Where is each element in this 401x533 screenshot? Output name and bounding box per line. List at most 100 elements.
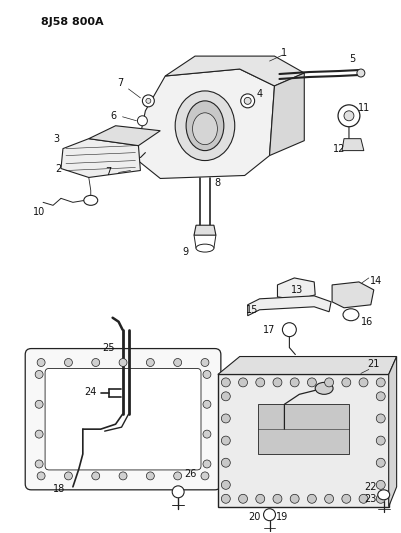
Ellipse shape xyxy=(376,480,385,489)
Ellipse shape xyxy=(282,322,296,337)
Ellipse shape xyxy=(65,472,73,480)
Text: 1: 1 xyxy=(282,48,288,58)
Ellipse shape xyxy=(221,436,230,445)
Ellipse shape xyxy=(376,378,385,387)
Text: 4: 4 xyxy=(257,89,263,99)
Ellipse shape xyxy=(315,382,333,394)
Ellipse shape xyxy=(37,472,45,480)
Ellipse shape xyxy=(203,400,211,408)
Text: 10: 10 xyxy=(33,207,45,217)
Text: 7: 7 xyxy=(105,167,112,177)
Ellipse shape xyxy=(221,494,230,503)
Polygon shape xyxy=(165,56,304,86)
Ellipse shape xyxy=(273,494,282,503)
Ellipse shape xyxy=(378,490,390,500)
Polygon shape xyxy=(194,225,216,235)
Ellipse shape xyxy=(221,414,230,423)
Ellipse shape xyxy=(119,472,127,480)
Ellipse shape xyxy=(256,378,265,387)
Ellipse shape xyxy=(338,105,360,127)
Ellipse shape xyxy=(203,370,211,378)
Polygon shape xyxy=(61,139,140,177)
Ellipse shape xyxy=(146,472,154,480)
Text: 7: 7 xyxy=(117,78,124,88)
Ellipse shape xyxy=(263,508,275,521)
Ellipse shape xyxy=(174,359,182,367)
Ellipse shape xyxy=(290,494,299,503)
Ellipse shape xyxy=(35,430,43,438)
Ellipse shape xyxy=(376,436,385,445)
Text: 18: 18 xyxy=(53,484,65,494)
Ellipse shape xyxy=(244,98,251,104)
Ellipse shape xyxy=(186,101,224,151)
Ellipse shape xyxy=(65,359,73,367)
Ellipse shape xyxy=(308,494,316,503)
Text: 26: 26 xyxy=(184,469,196,479)
Text: 11: 11 xyxy=(358,103,370,113)
Ellipse shape xyxy=(203,460,211,468)
Polygon shape xyxy=(342,139,364,151)
Text: 21: 21 xyxy=(368,359,380,369)
Ellipse shape xyxy=(376,458,385,467)
Text: 8J58 800A: 8J58 800A xyxy=(41,17,104,27)
Polygon shape xyxy=(136,69,274,179)
Text: 14: 14 xyxy=(370,276,382,286)
Ellipse shape xyxy=(201,359,209,367)
Ellipse shape xyxy=(221,458,230,467)
Ellipse shape xyxy=(376,414,385,423)
Polygon shape xyxy=(89,126,160,146)
Ellipse shape xyxy=(241,94,255,108)
Ellipse shape xyxy=(342,378,351,387)
Ellipse shape xyxy=(325,494,334,503)
Text: 23: 23 xyxy=(365,494,377,504)
FancyBboxPatch shape xyxy=(45,368,201,470)
Text: 13: 13 xyxy=(291,285,304,295)
Ellipse shape xyxy=(175,91,235,160)
Text: 5: 5 xyxy=(349,54,355,64)
Polygon shape xyxy=(218,375,389,507)
Ellipse shape xyxy=(196,244,214,252)
Ellipse shape xyxy=(146,99,151,103)
Ellipse shape xyxy=(308,378,316,387)
Text: 19: 19 xyxy=(276,512,289,522)
Ellipse shape xyxy=(290,378,299,387)
Ellipse shape xyxy=(343,309,359,321)
Ellipse shape xyxy=(92,359,100,367)
Text: 16: 16 xyxy=(361,317,373,327)
Text: 20: 20 xyxy=(249,512,261,522)
Ellipse shape xyxy=(256,494,265,503)
Ellipse shape xyxy=(174,472,182,480)
Text: 25: 25 xyxy=(102,343,115,352)
Ellipse shape xyxy=(37,359,45,367)
Ellipse shape xyxy=(359,494,368,503)
Ellipse shape xyxy=(221,392,230,401)
Ellipse shape xyxy=(35,370,43,378)
Ellipse shape xyxy=(344,111,354,121)
Ellipse shape xyxy=(357,69,365,77)
Polygon shape xyxy=(269,73,304,156)
Text: 24: 24 xyxy=(85,387,97,397)
Polygon shape xyxy=(389,357,397,507)
Ellipse shape xyxy=(239,378,247,387)
Ellipse shape xyxy=(84,196,98,205)
Ellipse shape xyxy=(138,116,148,126)
Ellipse shape xyxy=(376,392,385,401)
Text: 8: 8 xyxy=(215,179,221,189)
Ellipse shape xyxy=(192,113,217,144)
Ellipse shape xyxy=(146,359,154,367)
Ellipse shape xyxy=(376,494,385,503)
Polygon shape xyxy=(277,278,315,300)
Ellipse shape xyxy=(239,494,247,503)
Ellipse shape xyxy=(92,472,100,480)
Polygon shape xyxy=(257,404,349,454)
Ellipse shape xyxy=(119,359,127,367)
Ellipse shape xyxy=(342,494,351,503)
Text: 2: 2 xyxy=(55,164,61,174)
Ellipse shape xyxy=(203,430,211,438)
Text: 3: 3 xyxy=(53,134,59,144)
Ellipse shape xyxy=(325,378,334,387)
Polygon shape xyxy=(248,296,331,316)
Ellipse shape xyxy=(359,378,368,387)
Ellipse shape xyxy=(172,486,184,498)
Polygon shape xyxy=(218,357,397,375)
